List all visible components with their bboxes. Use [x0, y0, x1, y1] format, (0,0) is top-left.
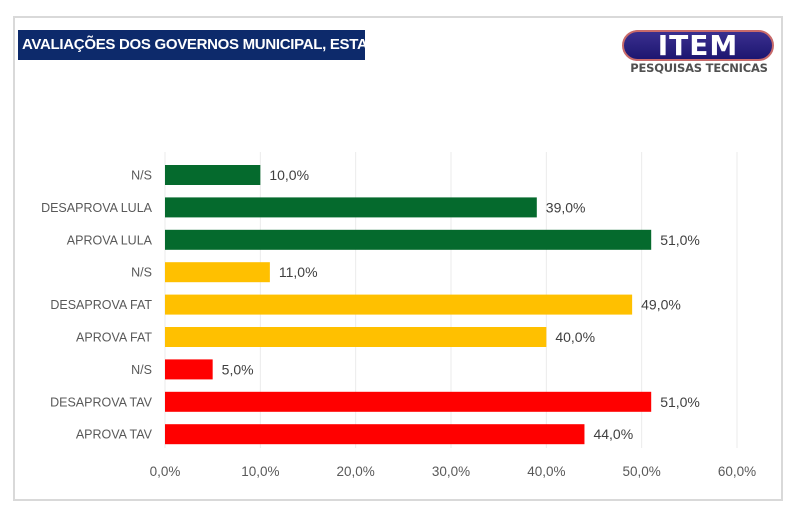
category-label: APROVA TAV — [76, 428, 153, 442]
value-labels: 10,0% 39,0% 51,0% 11,0% 49,0% 40,0% 5,0% 51,0% 4… — [222, 167, 700, 442]
bar-tav — [165, 424, 585, 445]
bar-fat — [165, 294, 633, 315]
value-label: 44,0% — [593, 426, 633, 442]
category-label: N/S — [131, 363, 152, 377]
value-label: 5,0% — [222, 361, 254, 377]
value-label: 10,0% — [269, 167, 309, 183]
value-label: 51,0% — [660, 232, 700, 248]
logo-subtitle: PESQUISAS TECNICAS — [630, 61, 768, 75]
chart-frame — [13, 16, 783, 501]
x-tick-label: 40,0% — [527, 464, 565, 479]
category-label: DESAPROVA TAV — [50, 395, 153, 409]
bar-lula — [165, 165, 261, 185]
x-axis-ticks: 0,0% 10,0% 20,0% 30,0% 40,0% 50,0% 60,0% — [150, 464, 757, 479]
bar-fat — [165, 262, 270, 283]
item-logo: ITEM PESQUISAS TECNICAS — [622, 30, 774, 76]
category-label: APROVA LULA — [67, 233, 153, 247]
category-labels: N/S DESAPROVA LULA APROVA LULA N/S DESAPROVA… — [41, 169, 153, 442]
logo-main-text: ITEM — [622, 30, 774, 61]
value-label: 11,0% — [279, 264, 318, 280]
bar-lula — [165, 229, 652, 250]
value-label: 49,0% — [641, 297, 681, 313]
bar-lula — [165, 197, 537, 218]
x-tick-label: 10,0% — [241, 464, 279, 479]
x-tick-label: 0,0% — [150, 464, 181, 479]
x-tick-label: 60,0% — [718, 464, 756, 479]
category-label: N/S — [131, 169, 152, 183]
bar-fat — [165, 327, 547, 347]
x-tick-label: 50,0% — [623, 464, 661, 479]
category-label: APROVA FAT — [76, 331, 152, 345]
bar-tav — [165, 359, 213, 380]
bar-tav — [165, 391, 652, 412]
category-label: N/S — [131, 266, 152, 280]
value-label: 40,0% — [555, 329, 595, 345]
x-tick-label: 20,0% — [337, 464, 375, 479]
bars — [165, 165, 652, 445]
value-label: 39,0% — [546, 199, 586, 215]
value-label: 51,0% — [660, 394, 700, 410]
x-tick-label: 30,0% — [432, 464, 470, 479]
category-label: DESAPROVA FAT — [50, 298, 152, 312]
category-label: DESAPROVA LULA — [41, 201, 153, 215]
